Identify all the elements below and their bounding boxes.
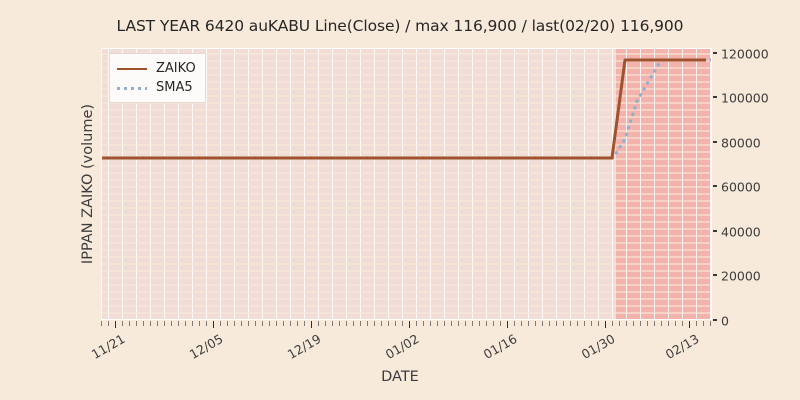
x-axis-major-tick [507,321,509,328]
x-axis-major-tick [213,321,215,328]
y-tickmark-icon [713,96,717,98]
chart-legend[interactable]: ZAIKO SMA5 [109,53,206,103]
chart-title: LAST YEAR 6420 auKABU Line(Close) / max … [116,17,684,35]
legend-swatch-dotted-icon [117,82,147,94]
y-tickmark-icon [713,230,717,232]
y-axis-tick-label: 60000 [721,179,761,194]
y-axis-tick-label: 20000 [721,268,761,283]
y-axis-tick-label: 100000 [721,90,769,105]
legend-swatch-solid-icon [117,63,147,75]
x-axis-major-tick [115,321,117,328]
y-axis-tick-label: 0 [721,313,729,328]
x-axis-major-tick [689,321,691,328]
series-line-zaiko [101,58,706,160]
legend-label-sma5: SMA5 [156,80,193,95]
y-axis-title: IPPAN ZAIKO (volume) [80,103,96,265]
y-axis-tick-label: 80000 [721,135,761,150]
x-axis-major-tick [409,321,411,328]
y-tickmark-icon [713,52,717,54]
legend-item-zaiko[interactable]: ZAIKO [117,59,196,78]
legend-label-zaiko: ZAIKO [156,61,196,76]
y-tickmark-icon [713,185,717,187]
legend-item-sma5[interactable]: SMA5 [117,78,196,97]
y-tickmark-icon [713,141,717,143]
y-axis-tick-label: 40000 [721,224,761,239]
y-axis-tick-label: 120000 [721,46,769,61]
series-layer [101,58,712,160]
x-axis-minor-ticks [101,321,712,326]
x-axis-major-tick [311,321,313,328]
y-tickmark-icon [713,274,717,276]
x-axis-title: DATE [381,369,419,385]
x-axis-major-tick [605,321,607,328]
y-tickmark-icon [713,319,717,321]
